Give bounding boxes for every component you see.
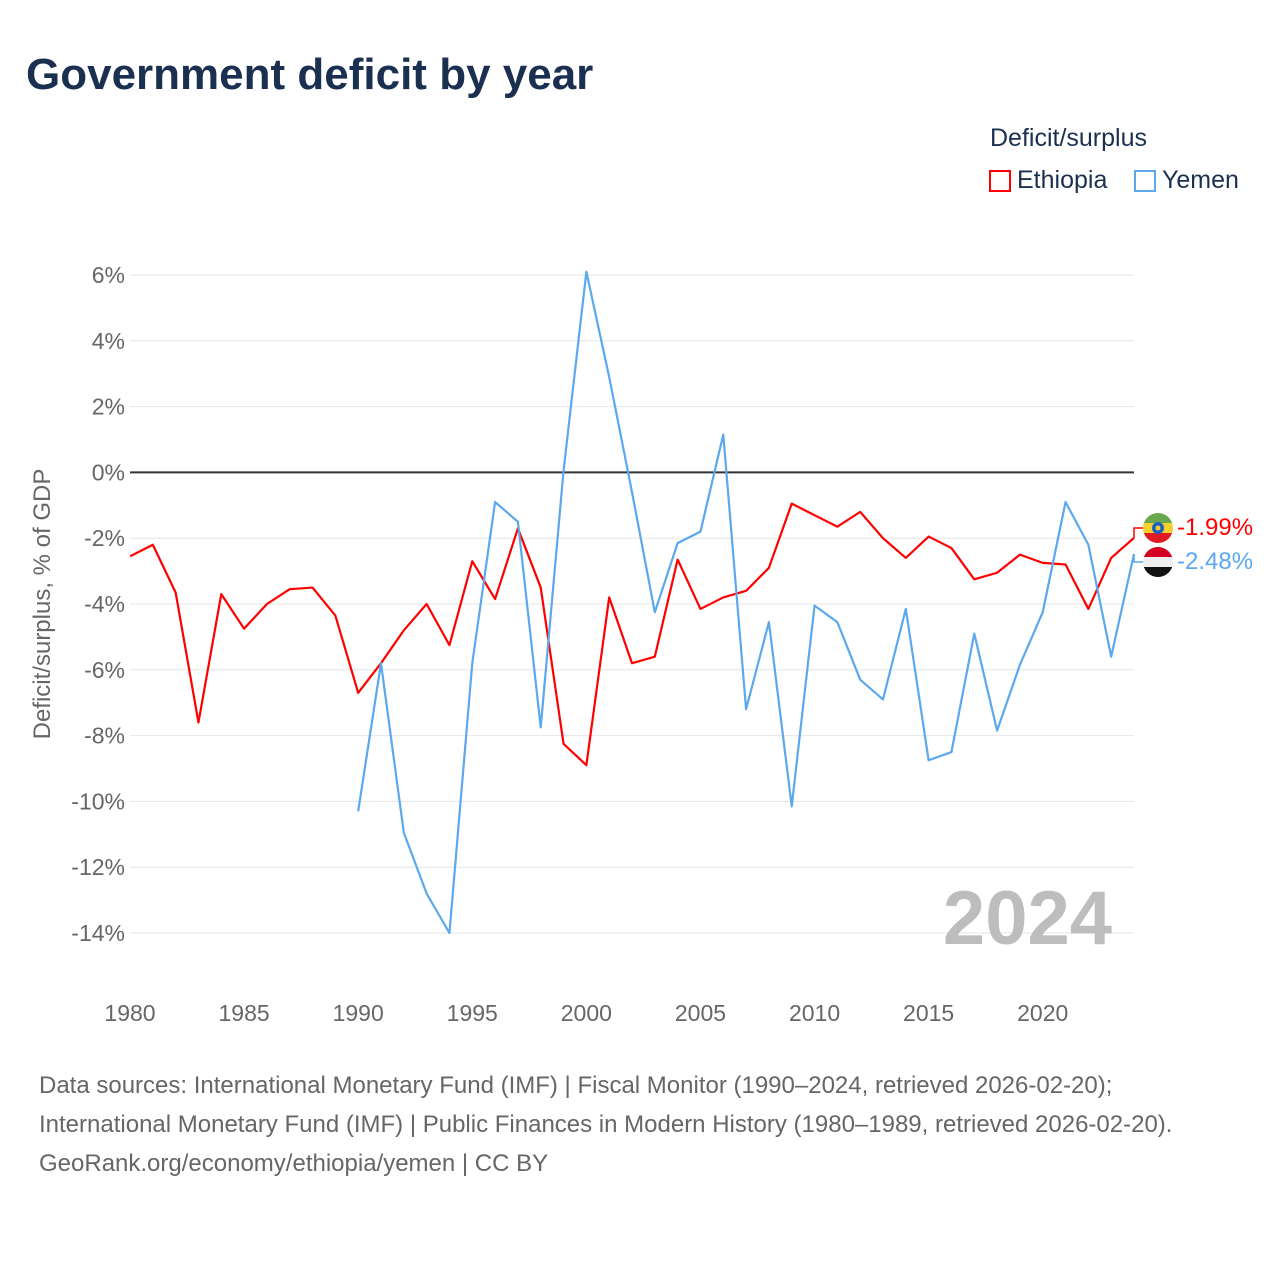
end-label-ethiopia: -1.99% (1177, 514, 1253, 541)
page-title: Government deficit by year (26, 50, 594, 99)
y-tick-label: -2% (84, 525, 125, 551)
flag-yemen-icon (1143, 547, 1173, 577)
y-tick-label: -10% (71, 788, 125, 814)
y-tick-label: 2% (92, 394, 125, 420)
end-label-yemen: -2.48% (1177, 548, 1253, 575)
x-tick-label: 1980 (104, 1000, 155, 1026)
series-line-yemen (357, 270, 1136, 935)
x-tick-label: 2000 (561, 1000, 612, 1026)
x-tick-label: 2020 (1017, 1000, 1068, 1026)
x-tick-label: 1990 (333, 1000, 384, 1026)
source-note: Data sources: International Monetary Fun… (39, 1066, 1239, 1183)
y-tick-label: 4% (92, 328, 125, 354)
legend-swatch-yemen (1134, 169, 1156, 192)
y-tick-label: -12% (71, 854, 125, 880)
legend-label-ethiopia: Ethiopia (1017, 166, 1108, 194)
legend-label-yemen: Yemen (1162, 166, 1239, 194)
legend-item-yemen[interactable]: Yemen (1134, 166, 1239, 195)
series-line-ethiopia (129, 502, 1135, 767)
y-axis-label: Deficit/surplus, % of GDP (29, 469, 56, 740)
x-tick-label: 1985 (219, 1000, 270, 1026)
end-connector-ethiopia (1133, 527, 1143, 538)
legend-title: Deficit/surplus (990, 124, 1147, 152)
x-tick-label: 2005 (675, 1000, 726, 1026)
y-tick-label: 0% (92, 459, 125, 485)
y-tick-label: 6% (92, 262, 125, 288)
attribution-link[interactable]: GeoRank.org/economy/ethiopia/yemen | CC … (39, 1150, 549, 1177)
x-tick-label: 2015 (903, 1000, 954, 1026)
x-tick-label: 1995 (447, 1000, 498, 1026)
legend-swatch-ethiopia (989, 169, 1011, 192)
year-watermark: 2024 (943, 876, 1112, 961)
x-tick-label: 2010 (789, 1000, 840, 1026)
y-tick-label: -14% (71, 920, 125, 946)
y-tick-label: -8% (84, 723, 125, 749)
legend-item-ethiopia[interactable]: Ethiopia (989, 166, 1107, 195)
end-connector-yemen (1133, 553, 1143, 563)
y-tick-label: -6% (84, 657, 125, 683)
data-sources: Data sources: International Monetary Fun… (39, 1072, 1173, 1138)
y-tick-label: -4% (84, 591, 125, 617)
flag-ethiopia-icon (1143, 513, 1173, 543)
plot-area: 6% 4% 2% 0% -2% -4% -6% -8% -10% -12% -14% 1980 198… (29, 262, 1253, 1026)
